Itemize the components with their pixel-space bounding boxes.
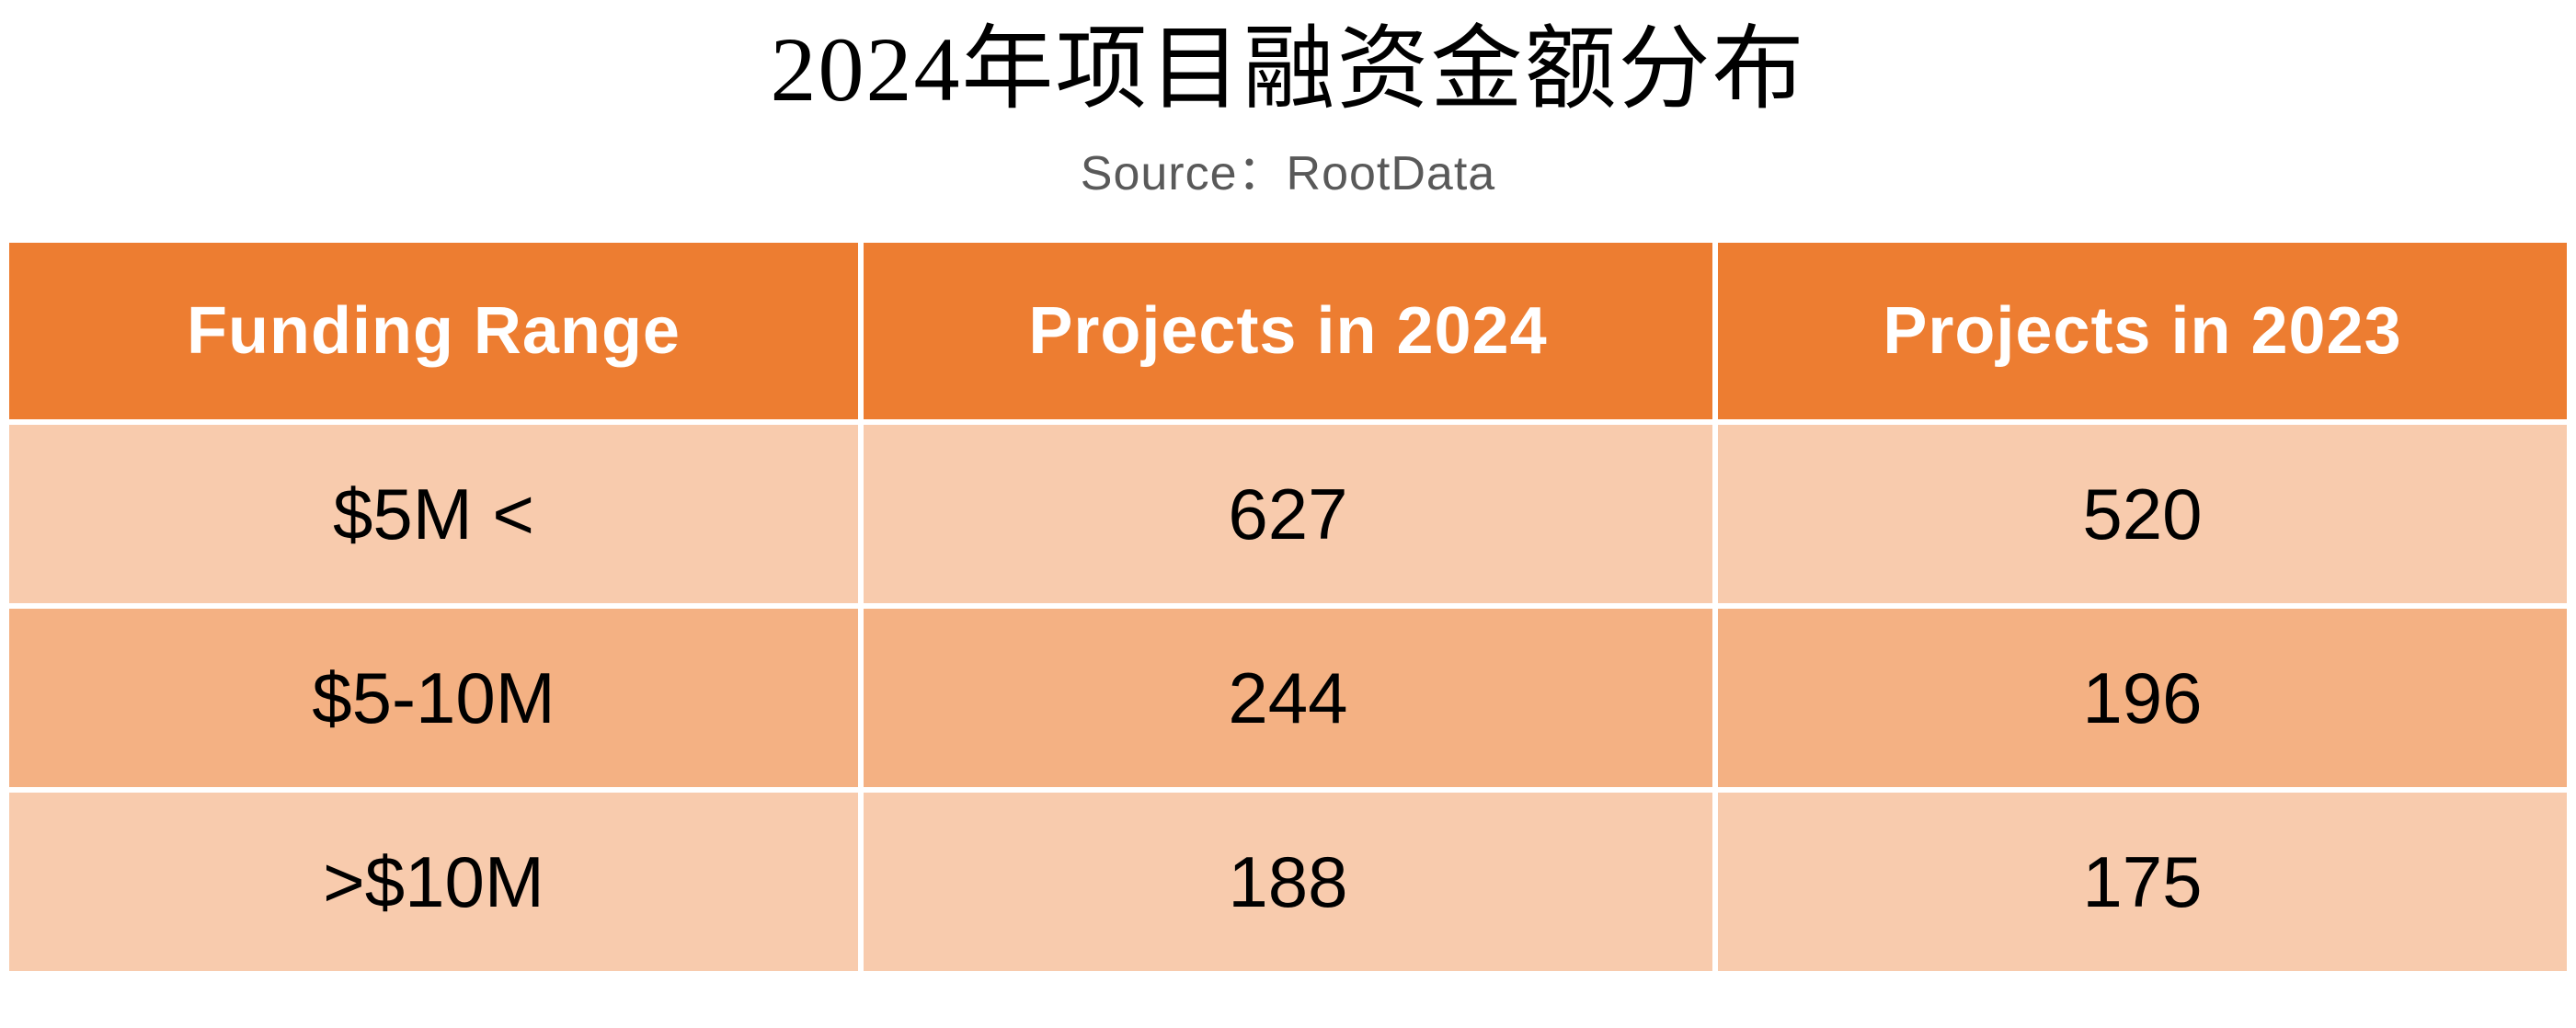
cell-projects-2023: 520 [1718, 425, 2567, 604]
cell-projects-2023: 175 [1718, 793, 2567, 972]
header-funding-range: Funding Range [9, 243, 858, 420]
cell-range: $5-10M [9, 609, 858, 788]
cell-range: >$10M [9, 793, 858, 972]
cell-projects-2024: 188 [864, 793, 1712, 972]
source-caption: Source：RootData [1080, 147, 1496, 200]
header-projects-2024: Projects in 2024 [864, 243, 1712, 420]
table-row: >$10M 188 175 [9, 793, 2567, 972]
cell-range: $5M < [9, 425, 858, 604]
cell-projects-2023: 196 [1718, 609, 2567, 788]
table-row: $5-10M 244 196 [9, 609, 2567, 788]
table-header-row: Funding Range Projects in 2024 Projects … [9, 243, 2567, 420]
cell-projects-2024: 244 [864, 609, 1712, 788]
page-title: 2024年项目融资金额分布 [770, 18, 1806, 120]
funding-table: Funding Range Projects in 2024 Projects … [4, 237, 2572, 977]
header-projects-2023: Projects in 2023 [1718, 243, 2567, 420]
cell-projects-2024: 627 [864, 425, 1712, 604]
table-row: $5M < 627 520 [9, 425, 2567, 604]
